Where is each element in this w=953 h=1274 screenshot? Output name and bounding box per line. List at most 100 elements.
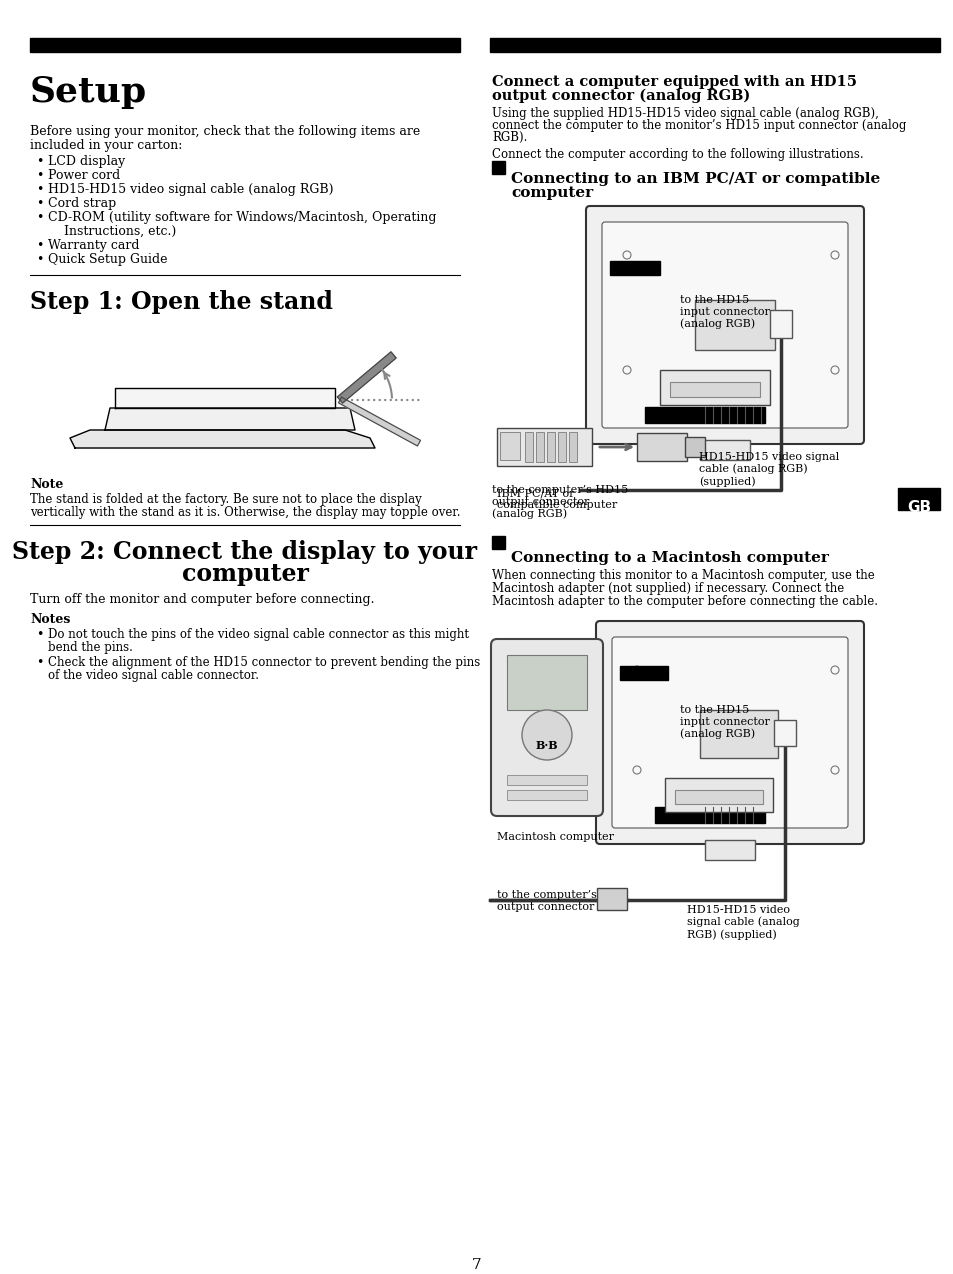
Text: Using the supplied HD15-HD15 video signal cable (analog RGB),: Using the supplied HD15-HD15 video signa…: [492, 107, 878, 120]
Circle shape: [830, 766, 838, 775]
Text: IBM PC/AT or
compatible computer: IBM PC/AT or compatible computer: [497, 488, 617, 510]
Bar: [619, 666, 667, 680]
Circle shape: [521, 710, 572, 761]
Text: included in your carton:: included in your carton:: [30, 139, 182, 152]
Text: to the HD15
input connector
(analog RGB): to the HD15 input connector (analog RGB): [679, 296, 769, 329]
Bar: [524, 432, 533, 462]
FancyBboxPatch shape: [601, 222, 847, 428]
Text: Connecting to an IBM PC/AT or compatible: Connecting to an IBM PC/AT or compatible: [511, 172, 880, 186]
Bar: [490, 38, 939, 52]
Circle shape: [633, 766, 640, 775]
Text: Step 2: Connect the display to your: Step 2: Connect the display to your: [12, 540, 477, 564]
Text: CD-ROM (utility software for Windows/Macintosh, Operating: CD-ROM (utility software for Windows/Mac…: [48, 211, 436, 224]
Bar: [897, 488, 939, 510]
Text: RGB).: RGB).: [492, 131, 527, 144]
Text: •: •: [36, 155, 43, 168]
Text: computer: computer: [181, 562, 308, 586]
Text: HD15-HD15 video signal
cable (analog RGB)
(supplied): HD15-HD15 video signal cable (analog RGB…: [699, 452, 839, 487]
Polygon shape: [337, 352, 395, 403]
Bar: [664, 778, 772, 812]
Text: When connecting this monitor to a Macintosh computer, use the: When connecting this monitor to a Macint…: [492, 569, 874, 582]
Text: Check the alignment of the HD15 connector to prevent bending the pins: Check the alignment of the HD15 connecto…: [48, 656, 479, 669]
Text: Connect a computer equipped with an HD15: Connect a computer equipped with an HD15: [492, 75, 856, 89]
Bar: [558, 432, 565, 462]
Text: to the computer’s HD15
output connector
(analog RGB): to the computer’s HD15 output connector …: [492, 485, 628, 519]
Text: Macintosh adapter to the computer before connecting the cable.: Macintosh adapter to the computer before…: [492, 595, 877, 608]
FancyBboxPatch shape: [596, 620, 863, 843]
Text: to the computer’s
output connector: to the computer’s output connector: [497, 891, 597, 912]
Text: HD15-HD15 video
signal cable (analog
RGB) (supplied): HD15-HD15 video signal cable (analog RGB…: [686, 905, 799, 939]
Text: Macintosh computer: Macintosh computer: [497, 832, 614, 842]
Bar: [675, 790, 762, 804]
Bar: [700, 710, 778, 758]
Circle shape: [830, 666, 838, 674]
Text: LCD display: LCD display: [48, 155, 125, 168]
FancyBboxPatch shape: [491, 640, 602, 817]
Bar: [497, 428, 592, 466]
Text: B·B: B·B: [536, 740, 558, 750]
Polygon shape: [105, 408, 355, 431]
Bar: [637, 433, 686, 461]
Bar: [695, 299, 774, 350]
Text: computer: computer: [511, 186, 593, 200]
Text: •: •: [36, 628, 43, 641]
Text: Power cord: Power cord: [48, 169, 120, 182]
Bar: [655, 806, 764, 823]
Text: •: •: [36, 169, 43, 182]
Text: Before using your monitor, check that the following items are: Before using your monitor, check that th…: [30, 125, 420, 138]
Bar: [704, 840, 754, 860]
Text: HD15-HD15 video signal cable (analog RGB): HD15-HD15 video signal cable (analog RGB…: [48, 183, 334, 196]
FancyBboxPatch shape: [612, 637, 847, 828]
Text: connect the computer to the monitor’s HD15 input connector (analog: connect the computer to the monitor’s HD…: [492, 118, 905, 132]
Bar: [506, 655, 586, 710]
Bar: [536, 432, 543, 462]
Text: Quick Setup Guide: Quick Setup Guide: [48, 254, 168, 266]
Polygon shape: [70, 431, 375, 448]
Bar: [773, 720, 795, 747]
Text: Instructions, etc.): Instructions, etc.): [48, 225, 176, 238]
Polygon shape: [115, 389, 335, 408]
Bar: [597, 888, 626, 910]
Text: Turn off the monitor and computer before connecting.: Turn off the monitor and computer before…: [30, 592, 375, 606]
Bar: [506, 775, 586, 785]
Text: The stand is folded at the factory. Be sure not to place the display: The stand is folded at the factory. Be s…: [30, 493, 421, 506]
Bar: [499, 432, 519, 460]
Text: of the video signal cable connector.: of the video signal cable connector.: [48, 669, 258, 682]
Text: •: •: [36, 183, 43, 196]
Text: •: •: [36, 211, 43, 224]
Text: Cord strap: Cord strap: [48, 197, 116, 210]
Bar: [609, 261, 659, 275]
Text: 7: 7: [472, 1257, 481, 1271]
Circle shape: [622, 251, 630, 259]
FancyBboxPatch shape: [585, 206, 863, 445]
Bar: [769, 310, 791, 338]
Text: •: •: [36, 240, 43, 252]
Text: bend the pins.: bend the pins.: [48, 641, 132, 654]
Bar: [684, 437, 704, 457]
Circle shape: [830, 251, 838, 259]
Text: Connect the computer according to the following illustrations.: Connect the computer according to the fo…: [492, 148, 862, 161]
Bar: [644, 406, 764, 423]
Bar: [546, 432, 555, 462]
Bar: [30, 38, 459, 52]
Text: Do not touch the pins of the video signal cable connector as this might: Do not touch the pins of the video signa…: [48, 628, 469, 641]
Bar: [506, 790, 586, 800]
Bar: [492, 161, 504, 175]
Bar: [659, 369, 769, 405]
Circle shape: [633, 666, 640, 674]
Text: •: •: [36, 656, 43, 669]
Text: Note: Note: [30, 478, 63, 490]
Text: •: •: [36, 254, 43, 266]
Text: •: •: [36, 197, 43, 210]
Text: output connector (analog RGB): output connector (analog RGB): [492, 89, 749, 103]
Bar: [492, 536, 504, 549]
Text: GB: GB: [906, 499, 930, 515]
Text: Setup: Setup: [30, 75, 147, 110]
Text: Macintosh adapter (not supplied) if necessary. Connect the: Macintosh adapter (not supplied) if nece…: [492, 582, 843, 595]
Text: vertically with the stand as it is. Otherwise, the display may topple over.: vertically with the stand as it is. Othe…: [30, 506, 460, 519]
Polygon shape: [338, 397, 420, 446]
Circle shape: [830, 366, 838, 375]
Text: Connecting to a Macintosh computer: Connecting to a Macintosh computer: [511, 550, 828, 564]
Text: Step 1: Open the stand: Step 1: Open the stand: [30, 290, 333, 313]
Bar: [669, 382, 760, 397]
